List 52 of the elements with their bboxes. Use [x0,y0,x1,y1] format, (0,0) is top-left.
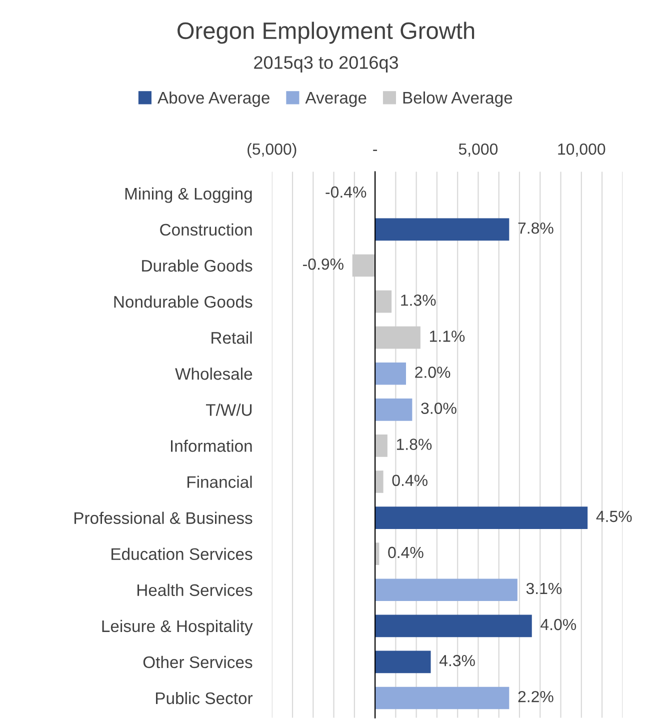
annotation: -0.9% [303,258,344,270]
annotation: 3.1% [526,582,562,594]
bar [375,686,510,710]
x-tick-label: 10,000 [558,143,606,157]
bar [375,398,412,421]
x-tick-label: (5,000) [248,143,296,158]
annotation: 0.4% [388,546,424,558]
annotation: 4.5% [596,510,632,522]
bar [375,650,431,674]
chart-subtitle: 2015q3 to 2016q3 [254,56,398,72]
annotation: 2.0% [415,366,450,378]
x-tick-label: 5,000 [458,143,498,157]
annotation: 4.3% [439,654,475,666]
y-tick-label: T/W/U [206,404,252,416]
annotation: 1.3% [401,294,436,306]
bar [375,362,406,385]
annotation: 0.4% [392,474,428,486]
annotation: 2.2% [518,690,554,702]
legend-label: Below Average [403,91,512,107]
y-tick-label: Construction [160,223,252,236]
y-tick-label: Wholesale [175,368,252,380]
y-tick-label: Information [171,440,252,452]
y-tick-label: Education Services [112,548,252,560]
y-tick-label: Mining & Logging [125,187,252,203]
bar [375,614,532,638]
bar [352,254,376,277]
legend-label: Average [305,92,366,107]
y-tick-label: Health Services [137,584,252,596]
bar [375,434,388,457]
y-tick-label: Nondurable Goods [114,296,252,308]
annotation: 1.1% [430,330,465,342]
annotation: 7.8% [518,222,554,234]
chart-title: Oregon Employment Growth [178,22,474,44]
y-tick-label: Durable Goods [142,259,252,272]
annotation: 1.8% [396,438,432,450]
y-tick-label: Leisure & Hospitality [102,620,253,636]
bar [375,506,588,529]
annotation: 3.0% [421,402,456,414]
y-tick-label: Professional & Business [74,512,252,524]
bar [375,218,510,241]
bar [375,290,392,313]
y-tick-label: Public Sector [156,692,253,704]
legend-label: Above Average [157,91,270,107]
annotation: 4.0% [540,618,576,630]
bar [375,326,420,349]
annotation: -0.4% [326,186,366,198]
y-tick-label: Other Services [143,656,252,668]
y-tick-label: Financial [188,476,252,488]
y-tick-label: Retail [212,332,252,344]
bar [375,470,384,493]
x-tick-label: - [373,150,378,151]
bar [375,578,518,602]
